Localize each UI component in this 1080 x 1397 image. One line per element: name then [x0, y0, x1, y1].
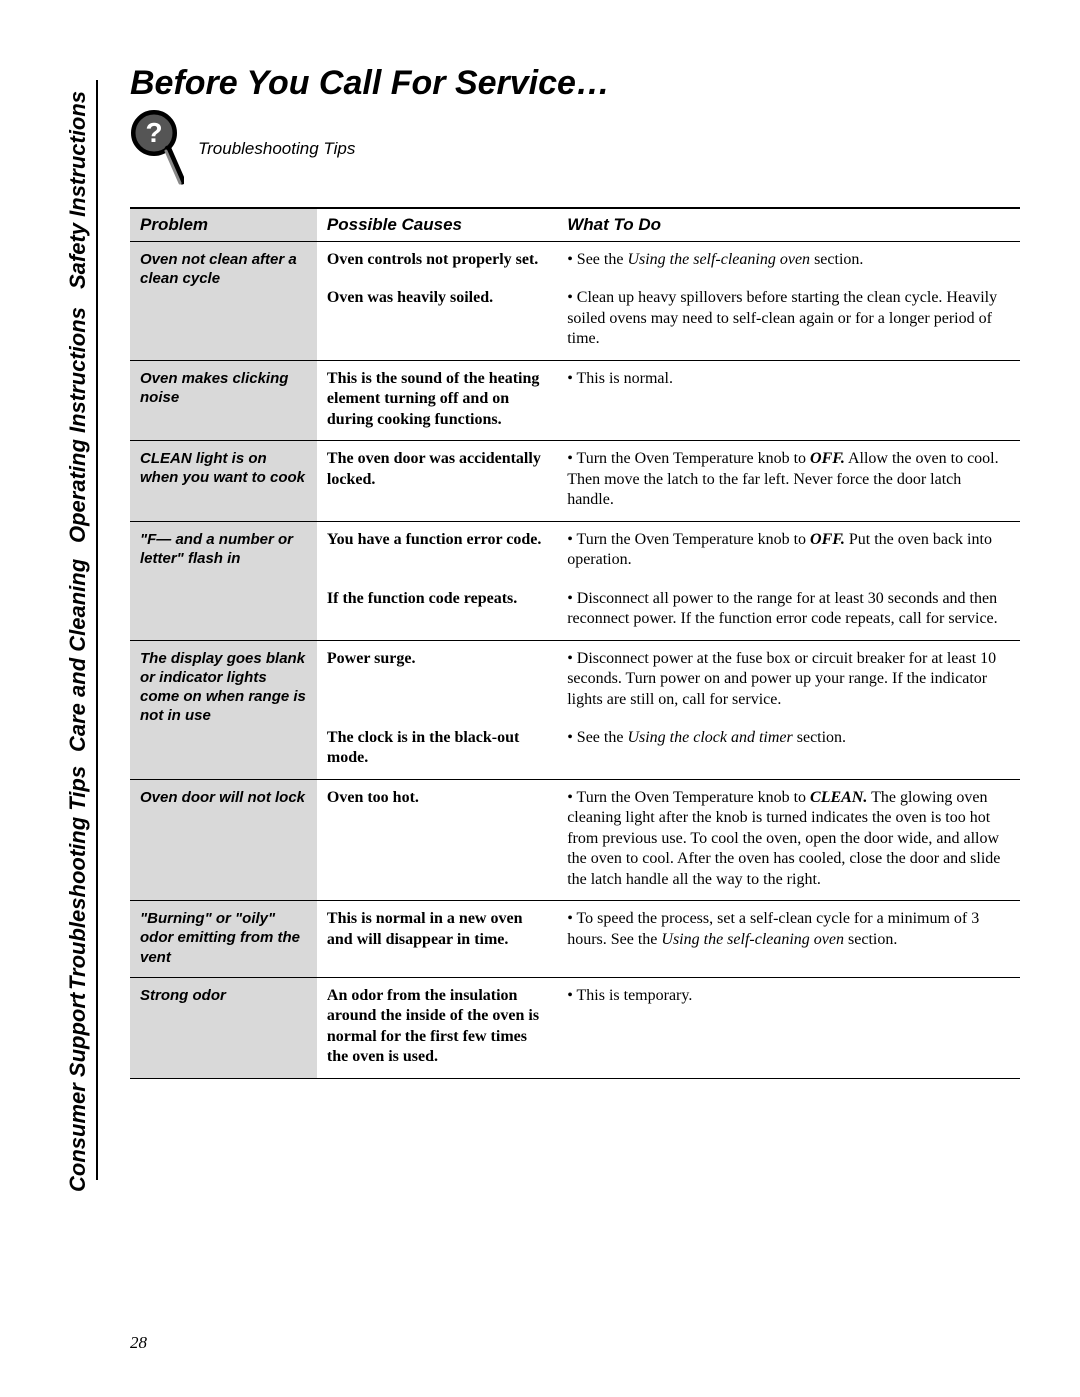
cause-cell: Oven was heavily soiled.: [317, 280, 557, 360]
todo-cell: • See the Using the clock and timer sect…: [557, 720, 1020, 779]
cause-cell: The clock is in the black-out mode.: [317, 720, 557, 779]
subtitle: Troubleshooting Tips: [198, 139, 355, 159]
col-header-causes: Possible Causes: [317, 208, 557, 242]
side-tab[interactable]: Safety Instructions: [60, 80, 96, 300]
todo-cell: • Disconnect power at the fuse box or ci…: [557, 640, 1020, 720]
svg-text:?: ?: [145, 117, 162, 148]
todo-cell: • To speed the process, set a self-clean…: [557, 901, 1020, 978]
todo-cell: • This is temporary.: [557, 977, 1020, 1078]
todo-cell: • Turn the Oven Temperature knob to OFF.…: [557, 521, 1020, 580]
problem-cell: Oven not clean after a clean cycle: [130, 242, 317, 361]
problem-cell: "F— and a number or letter" flash in: [130, 521, 317, 640]
todo-cell: • This is normal.: [557, 360, 1020, 440]
cause-cell: This is normal in a new oven and will di…: [317, 901, 557, 978]
problem-cell: "Burning" or "oily" odor emitting from t…: [130, 901, 317, 978]
page-number: 28: [130, 1333, 147, 1353]
problem-cell: Oven door will not lock: [130, 779, 317, 900]
problem-cell: Oven makes clicking noise: [130, 360, 317, 440]
troubleshooting-table: Problem Possible Causes What To Do Oven …: [130, 207, 1020, 1079]
cause-cell: If the function code repeats.: [317, 581, 557, 640]
todo-cell: • Disconnect all power to the range for …: [557, 581, 1020, 640]
problem-cell: Strong odor: [130, 977, 317, 1078]
side-tab[interactable]: Consumer Support: [60, 995, 96, 1190]
question-mark-magnifier-icon: ?: [130, 109, 184, 189]
todo-cell: • Turn the Oven Temperature knob to OFF.…: [557, 441, 1020, 521]
page-title: Before You Call For Service…: [130, 64, 1020, 103]
cause-cell: You have a function error code.: [317, 521, 557, 580]
problem-cell: CLEAN light is on when you want to cook: [130, 441, 317, 521]
todo-cell: • See the Using the self-cleaning oven s…: [557, 242, 1020, 281]
cause-cell: Oven too hot.: [317, 779, 557, 900]
todo-cell: • Clean up heavy spillovers before start…: [557, 280, 1020, 360]
problem-cell: The display goes blank or indicator ligh…: [130, 640, 317, 779]
cause-cell: Power surge.: [317, 640, 557, 720]
side-tab[interactable]: Troubleshooting Tips: [60, 765, 96, 990]
side-tab[interactable]: Operating Instructions: [60, 305, 96, 545]
cause-cell: An odor from the insulation around the i…: [317, 977, 557, 1078]
cause-cell: Oven controls not properly set.: [317, 242, 557, 281]
main-content: Before You Call For Service… ? Troublesh…: [130, 64, 1020, 1079]
cause-cell: The oven door was accidentally locked.: [317, 441, 557, 521]
col-header-problem: Problem: [130, 208, 317, 242]
side-tabs: Safety Instructions Operating Instruction…: [60, 80, 98, 1180]
col-header-todo: What To Do: [557, 208, 1020, 242]
side-tab[interactable]: Care and Cleaning: [60, 550, 96, 760]
cause-cell: This is the sound of the heating element…: [317, 360, 557, 440]
todo-cell: • Turn the Oven Temperature knob to CLEA…: [557, 779, 1020, 900]
